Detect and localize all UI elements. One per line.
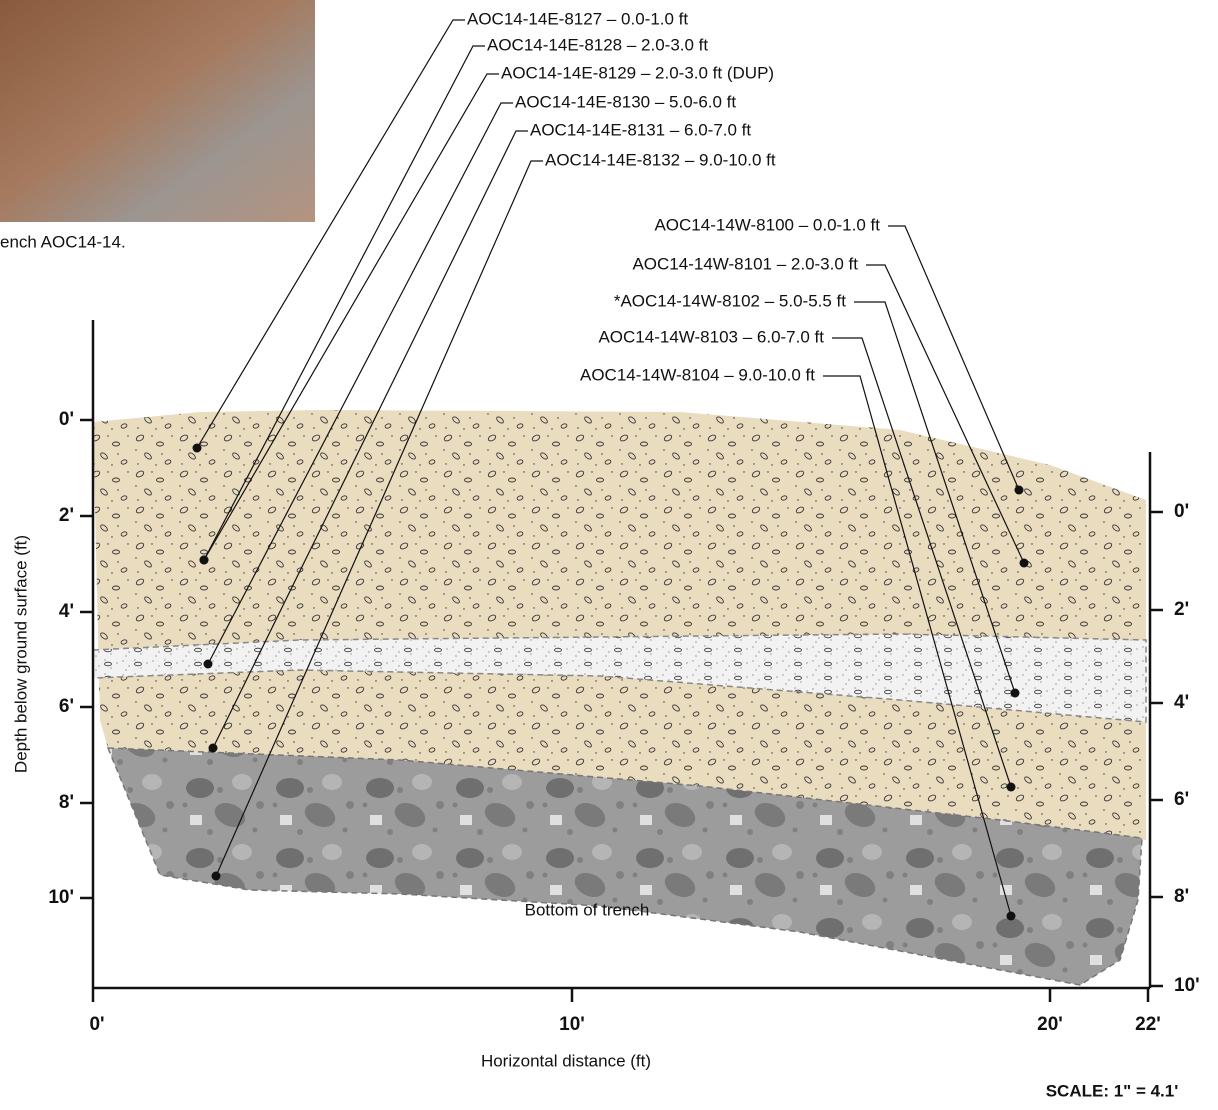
left-tick-label: 8' xyxy=(59,792,74,813)
sample-point xyxy=(1020,559,1029,568)
x-axis-title: Horizontal distance (ft) xyxy=(481,1051,651,1070)
sample-label: AOC14-14E-8128 – 2.0-3.0 ft xyxy=(487,35,708,54)
left-tick-label: 4' xyxy=(59,601,74,622)
left-tick-label: 2' xyxy=(59,505,74,526)
sample-label: AOC14-14E-8131 – 6.0-7.0 ft xyxy=(530,120,751,139)
left-tick-label: 0' xyxy=(59,409,74,430)
sample-point xyxy=(204,660,213,669)
scale: SCALE: 1" = 4.1' xyxy=(1046,1081,1179,1100)
sample-point xyxy=(1015,486,1024,495)
right-tick-label: 4' xyxy=(1174,692,1189,713)
right-tick-label: 2' xyxy=(1174,599,1189,620)
sample-label: AOC14-14W-8104 – 9.0-10.0 ft xyxy=(580,365,815,384)
left-tick-label: 6' xyxy=(59,696,74,717)
bottom-tick-label: 20' xyxy=(1037,1014,1063,1035)
sample-label: AOC14-14E-8130 – 5.0-6.0 ft xyxy=(515,92,736,111)
trench-diagram: ench AOC14-14. 0' 2' 4' 6' 8' 10' 0' 2' 4' 6' 8' 10… xyxy=(0,0,1218,1105)
right-tick-label: 0' xyxy=(1174,501,1189,522)
photo-caption: ench AOC14-14. xyxy=(0,232,126,251)
sample-label: AOC14-14E-8132 – 9.0-10.0 ft xyxy=(545,150,776,169)
right-tick-label: 6' xyxy=(1174,789,1189,810)
sample-point xyxy=(200,556,209,565)
sample-point xyxy=(1007,912,1016,921)
y-axis-title: Depth below ground surface (ft) xyxy=(11,535,30,773)
sample-label: AOC14-14W-8101 – 2.0-3.0 ft xyxy=(632,254,858,273)
sample-label: AOC14-14W-8103 – 6.0-7.0 ft xyxy=(598,327,824,346)
sample-label: AOC14-14W-8100 – 0.0-1.0 ft xyxy=(654,215,880,234)
sample-point xyxy=(209,744,218,753)
sample-point xyxy=(1007,783,1016,792)
photo xyxy=(0,0,315,222)
annotation: Bottom of trench xyxy=(525,900,650,919)
sample-point xyxy=(1011,689,1020,698)
layers xyxy=(93,410,1146,985)
bottom-tick-label: 22' xyxy=(1135,1014,1161,1035)
sample-label: AOC14-14E-8129 – 2.0-3.0 ft (DUP) xyxy=(501,63,774,82)
right-tick-label: 8' xyxy=(1174,886,1189,907)
sample-label: *AOC14-14W-8102 – 5.0-5.5 ft xyxy=(614,291,846,310)
bottom-tick-label: 10' xyxy=(559,1014,585,1035)
right-tick-label: 10' xyxy=(1174,975,1200,996)
sample-label: AOC14-14E-8127 – 0.0-1.0 ft xyxy=(467,9,688,28)
left-tick-label: 10' xyxy=(48,887,74,908)
sample-point xyxy=(193,444,202,453)
bottom-tick-label: 0' xyxy=(89,1014,104,1035)
sample-point xyxy=(212,872,221,881)
